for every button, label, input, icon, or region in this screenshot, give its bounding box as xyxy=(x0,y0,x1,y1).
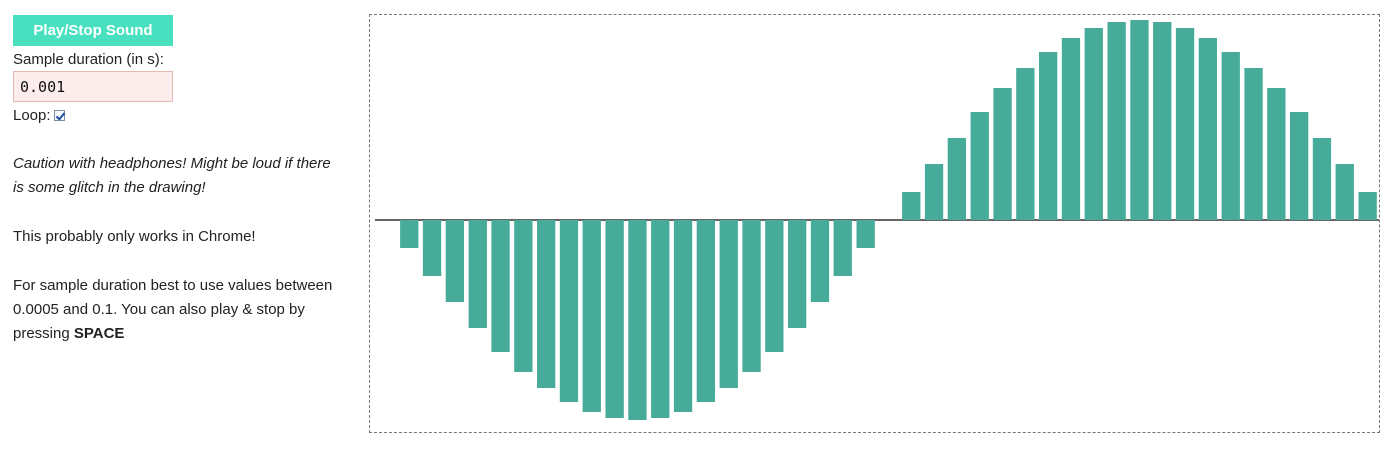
sample-bar xyxy=(1312,138,1332,220)
sample-bar xyxy=(1016,68,1035,220)
controls-panel: Play/Stop Sound Sample duration (in s): … xyxy=(13,15,343,346)
sample-bar xyxy=(605,220,624,418)
sample-bar xyxy=(582,220,601,412)
sample-bar xyxy=(1244,68,1263,220)
duration-note: For sample duration best to use values b… xyxy=(13,274,343,346)
sample-bar xyxy=(1107,22,1126,220)
sample-bar xyxy=(1335,164,1354,220)
waveform-chart xyxy=(375,20,1379,420)
sample-bar xyxy=(788,220,807,328)
sample-bar xyxy=(856,220,875,248)
sample-bar xyxy=(673,220,693,412)
sample-bar xyxy=(1198,38,1217,220)
sample-bar xyxy=(1153,22,1172,220)
waveform-canvas[interactable] xyxy=(369,14,1380,433)
sample-bar xyxy=(833,220,852,276)
sample-bar xyxy=(1267,88,1286,220)
sample-bar xyxy=(400,220,419,248)
sample-bar xyxy=(537,220,556,388)
sample-bar xyxy=(902,192,921,220)
play-stop-button[interactable]: Play/Stop Sound xyxy=(13,15,173,46)
sample-bar xyxy=(1039,52,1058,220)
sample-bar xyxy=(970,112,989,220)
sample-bar xyxy=(719,220,738,388)
sample-duration-label: Sample duration (in s): xyxy=(13,51,164,68)
loop-checkbox[interactable] xyxy=(53,110,65,121)
sample-bar xyxy=(514,220,533,372)
space-key-label: SPACE xyxy=(73,325,125,342)
sample-bar xyxy=(491,220,510,352)
duration-note-text: For sample duration best to use values b… xyxy=(13,277,333,342)
sample-bar xyxy=(651,220,670,418)
sample-bar xyxy=(445,220,464,302)
sample-bar xyxy=(1358,192,1377,220)
sample-bar xyxy=(1130,20,1149,220)
sample-bar xyxy=(742,220,761,372)
loop-label: Loop: xyxy=(13,107,51,124)
sample-bar xyxy=(1061,38,1081,220)
sample-bar xyxy=(422,220,442,276)
sample-bar xyxy=(810,220,830,302)
sample-bar xyxy=(1290,112,1309,220)
sample-bar xyxy=(1175,28,1195,220)
sample-bar xyxy=(559,220,579,402)
chrome-note: This probably only works in Chrome! xyxy=(13,228,256,245)
sample-bar xyxy=(765,220,784,352)
sample-bar xyxy=(924,164,944,220)
sample-bar xyxy=(993,88,1012,220)
sample-bar xyxy=(947,138,966,220)
sample-bar xyxy=(628,220,647,420)
sample-bar xyxy=(1084,28,1103,220)
caution-note: Caution with headphones! Might be loud i… xyxy=(13,155,331,196)
sample-duration-input[interactable] xyxy=(13,71,173,102)
loop-row: Loop: xyxy=(13,106,343,125)
sample-bar xyxy=(696,220,715,402)
sample-bar xyxy=(468,220,487,328)
sample-bar xyxy=(1221,52,1240,220)
